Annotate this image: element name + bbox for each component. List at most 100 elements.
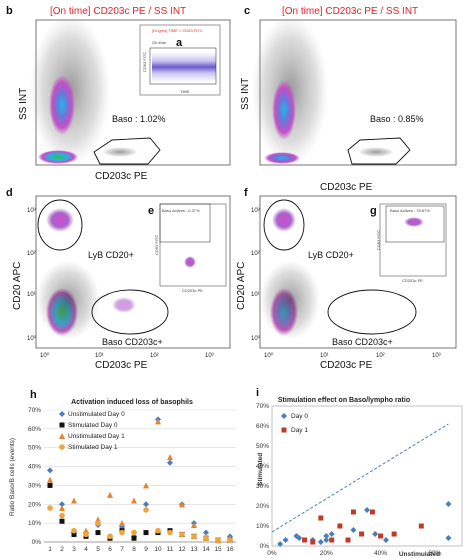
data-point-h [83, 531, 89, 538]
data-point-h [227, 537, 233, 543]
panel-c-title: [On time] CD203c PE / SS INT [282, 6, 418, 17]
legend-marker-h [59, 444, 65, 450]
inset-e-xlabel: CD203c PE [182, 288, 203, 293]
ylabel-c: SS INT [240, 78, 251, 110]
inset-g-xlabel: CD203c PE [402, 278, 423, 283]
xtick-f-3: 10³ [432, 353, 441, 359]
xtick-label-h: 5 [96, 546, 100, 553]
data-point-i [328, 531, 335, 537]
ylabel-b: SS INT [18, 88, 29, 120]
xtick-d-0: 10⁰ [40, 352, 50, 359]
data-point-i [383, 537, 389, 543]
ytick-f-2: 10² [251, 251, 260, 257]
data-point-h [155, 418, 161, 425]
ytick-label-h: 70% [28, 407, 41, 414]
data-point-i [369, 509, 375, 515]
gate-baso-f [327, 289, 417, 335]
chart-h: h Activation induced loss of basophils R… [9, 389, 236, 553]
xtick-label-h: 13 [190, 546, 198, 553]
data-point-h [179, 531, 185, 538]
ytick-label-h: 20% [28, 501, 41, 508]
data-point-i [310, 539, 316, 545]
gate-label-c: Baso : 0.85% [370, 114, 424, 124]
xtick-d-2: 10² [150, 353, 159, 359]
trendline-i [271, 423, 449, 533]
data-point-h [131, 535, 137, 541]
data-point-i [378, 533, 384, 539]
panel-f: f 10³ 10² 10¹ 10⁰ 10⁰ 10¹ 10² 10³ LyB CD… [236, 187, 457, 371]
data-point-h [179, 501, 185, 508]
data-point-i [364, 507, 370, 513]
data-point-h [71, 531, 77, 537]
xtick-label-h: 16 [226, 546, 234, 553]
gate-label-b: Baso : 1.02% [112, 114, 166, 124]
data-point-h [215, 537, 221, 543]
xtick-label-h: 7 [120, 546, 124, 553]
data-point-h [203, 529, 209, 536]
data-point-h [119, 520, 125, 527]
inset-e-population [184, 256, 196, 268]
population-b-low [38, 150, 78, 164]
ytick-d-0: 10⁰ [27, 335, 37, 342]
ytick-label-h: 40% [28, 464, 41, 471]
data-point-h [59, 505, 65, 512]
xlabel-b: CD203c PE [95, 171, 148, 182]
population-b [49, 75, 75, 135]
data-point-h [143, 482, 149, 489]
panel-c: c [On time] CD203c PE / SS INT Baso : 0.… [240, 5, 457, 193]
inset-a: [Lingres] TIME > CD63 FITC a On time CD6… [139, 24, 221, 96]
data-point-i [318, 515, 324, 521]
data-point-h [143, 530, 149, 536]
data-point-h [203, 535, 209, 542]
xtick-label-h: 14 [202, 546, 210, 553]
chart-i-title: Stimulation effect on Baso/lympho ratio [278, 397, 410, 404]
time-band [152, 52, 216, 82]
data-point-h [59, 501, 65, 508]
xtick-label-i: 40% [374, 550, 387, 557]
gate-baso-d [91, 289, 169, 335]
gate-baso-c [347, 137, 411, 165]
ytick-label-h: 50% [28, 445, 41, 452]
data-point-h [131, 497, 137, 504]
panel-letter-c: c [244, 5, 250, 17]
chart-i-ylabel: Stimulated [257, 453, 264, 486]
data-point-h [191, 533, 197, 540]
legend-label-h: Unstimulated Day 1 [68, 433, 125, 440]
data-point-h [59, 518, 65, 524]
ytick-label-h: 60% [28, 426, 41, 433]
data-point-h [143, 507, 149, 513]
data-point-i [293, 533, 300, 539]
data-point-h [107, 533, 113, 540]
xtick-label-h: 10 [154, 546, 162, 553]
gate1-label-d: LyB CD20+ [88, 250, 134, 260]
legend-marker-i [281, 413, 287, 419]
legend-marker-h [59, 433, 65, 439]
data-point-i [350, 509, 356, 515]
data-point-h [71, 497, 77, 504]
xlabel-f: CD203c PE [320, 360, 373, 371]
panel-letter-i: i [256, 387, 259, 399]
chart-i-xlabel: Unstimulated [399, 551, 440, 558]
gate2-label-d: Baso CD203c+ [102, 337, 163, 347]
data-point-i [418, 523, 424, 529]
data-point-h [143, 501, 149, 508]
xtick-f-1: 10¹ [320, 353, 329, 359]
ylabel-f: CD20 APC [236, 262, 247, 310]
inset-a-ylabel: CD63 FITC [142, 52, 147, 72]
data-point-h [191, 522, 197, 529]
xlabel-c: CD203c PE [320, 182, 373, 193]
inset-e-title: Baso Actives : 0.37% [162, 208, 200, 213]
data-point-i [323, 533, 330, 539]
inset-g-gate [385, 205, 445, 243]
gate1-label-f: LyB CD20+ [308, 250, 354, 260]
legend-label-i: Day 1 [291, 427, 308, 434]
xtick-label-h: 4 [84, 546, 88, 553]
event-cloud-d [36, 260, 100, 340]
inset-a-label: On time [152, 40, 167, 45]
ytick-label-i: 10% [256, 523, 269, 530]
panel-letter-d: d [6, 187, 13, 199]
inset-e-gate [159, 203, 211, 243]
data-point-h [107, 491, 113, 498]
data-point-i [329, 537, 335, 543]
xtick-label-i: 20% [320, 550, 333, 557]
